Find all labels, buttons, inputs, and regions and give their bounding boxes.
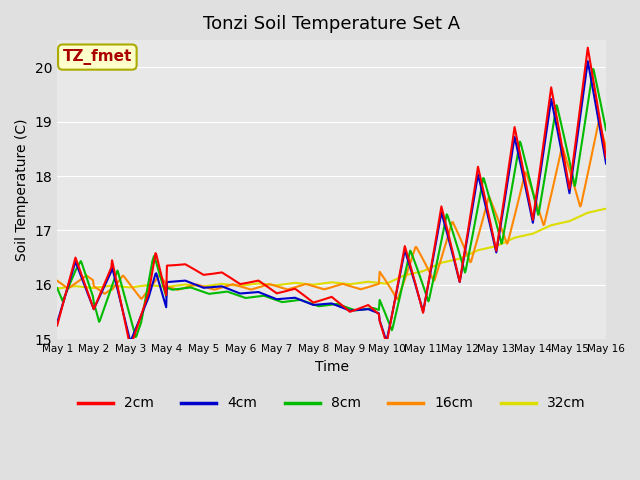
16cm (595, 120, 602, 125)
2cm (324, 295, 332, 301)
8cm (589, 66, 597, 72)
16cm (197, 283, 205, 288)
2cm (53, 323, 61, 328)
4cm (198, 284, 206, 290)
16cm (53, 278, 61, 284)
32cm (376, 280, 384, 286)
32cm (323, 280, 331, 286)
16cm (553, 168, 561, 174)
16cm (174, 287, 182, 293)
8cm (53, 285, 61, 291)
2cm (198, 271, 206, 277)
32cm (552, 221, 559, 227)
2cm (584, 45, 591, 50)
4cm (53, 320, 61, 325)
2cm (553, 113, 561, 119)
2cm (431, 240, 439, 246)
Legend: 2cm, 4cm, 8cm, 16cm, 32cm: 2cm, 4cm, 8cm, 16cm, 32cm (72, 391, 591, 416)
32cm (53, 286, 61, 291)
Line: 8cm: 8cm (57, 69, 606, 337)
4cm (584, 59, 591, 64)
16cm (394, 297, 401, 302)
8cm (431, 267, 439, 273)
8cm (175, 286, 182, 292)
32cm (602, 206, 610, 212)
2cm (127, 344, 134, 350)
4cm (127, 339, 134, 345)
16cm (376, 270, 384, 276)
Title: Tonzi Soil Temperature Set A: Tonzi Soil Temperature Set A (203, 15, 460, 33)
8cm (324, 302, 332, 308)
Line: 2cm: 2cm (57, 48, 606, 347)
4cm (378, 322, 385, 328)
X-axis label: Time: Time (315, 360, 349, 373)
4cm (175, 278, 182, 284)
4cm (553, 123, 561, 129)
4cm (324, 301, 332, 307)
32cm (197, 283, 205, 289)
16cm (431, 275, 439, 280)
2cm (175, 262, 182, 268)
4cm (431, 243, 439, 249)
8cm (132, 334, 140, 340)
Line: 16cm: 16cm (57, 122, 606, 300)
2cm (602, 155, 610, 161)
8cm (602, 127, 610, 133)
16cm (323, 286, 331, 291)
32cm (174, 283, 182, 288)
Y-axis label: Soil Temperature (C): Soil Temperature (C) (15, 119, 29, 261)
8cm (378, 300, 385, 306)
8cm (198, 288, 206, 294)
16cm (602, 144, 610, 150)
Line: 32cm: 32cm (57, 209, 606, 288)
2cm (378, 323, 385, 329)
4cm (602, 161, 610, 167)
32cm (431, 263, 438, 269)
Line: 4cm: 4cm (57, 61, 606, 342)
Text: TZ_fmet: TZ_fmet (63, 49, 132, 65)
8cm (553, 102, 561, 108)
